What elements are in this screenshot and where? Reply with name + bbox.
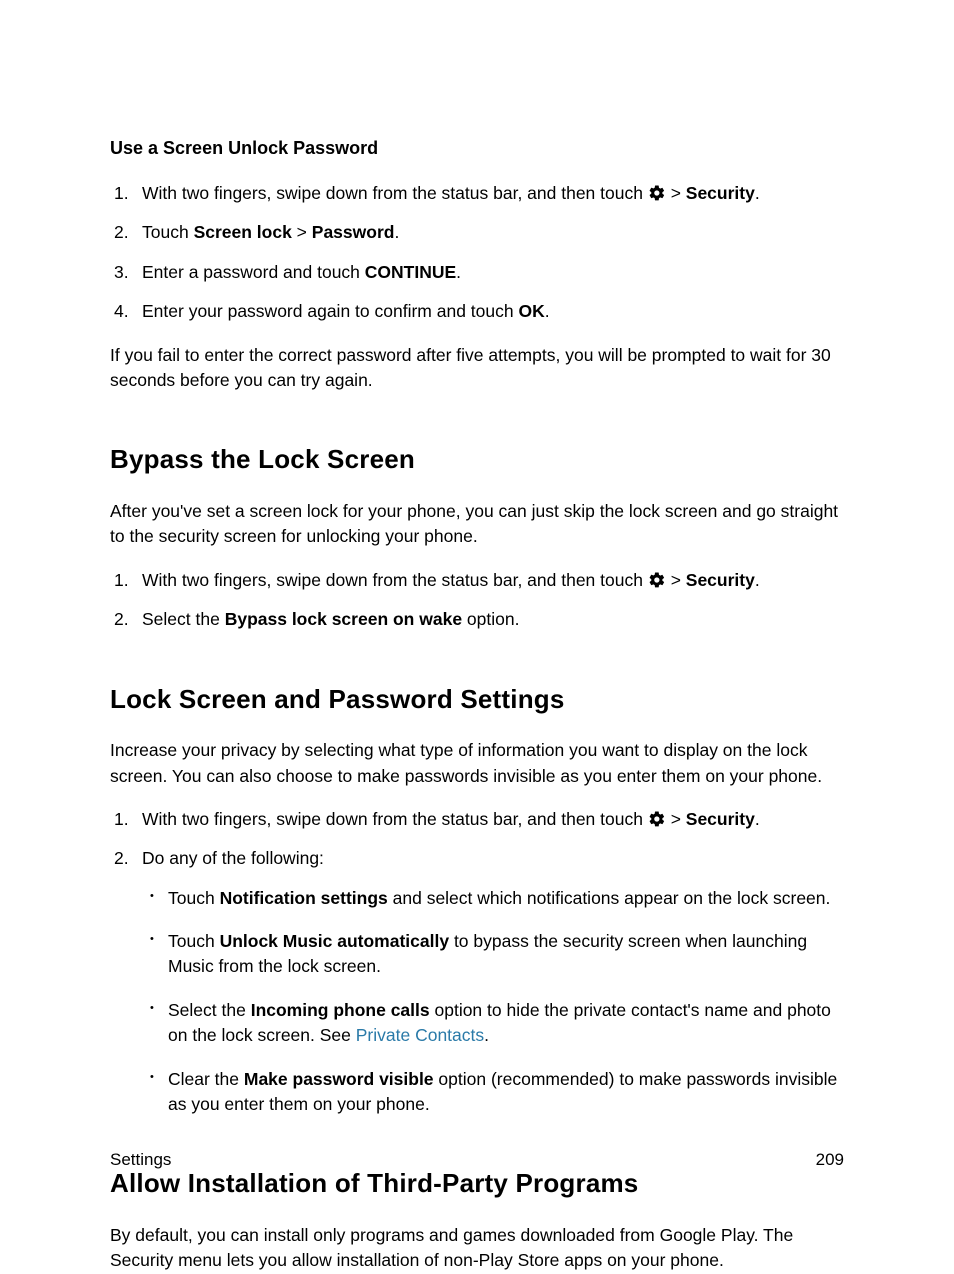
settings-gear-icon [648, 810, 666, 828]
footer-section-name: Settings [110, 1148, 171, 1173]
text-bold: Notification settings [220, 888, 388, 908]
text: Enter a password and touch [142, 262, 365, 282]
text: > [666, 809, 686, 829]
link-private-contacts[interactable]: Private Contacts [356, 1025, 484, 1045]
text: Touch [142, 222, 194, 242]
text: and select which notifications appear on… [388, 888, 831, 908]
steps-lockscreen-settings: With two fingers, swipe down from the st… [110, 807, 844, 1117]
list-item: Enter a password and touch CONTINUE. [110, 260, 844, 285]
list-item: Touch Unlock Music automatically to bypa… [142, 929, 844, 980]
text: Select the [168, 1000, 251, 1020]
settings-gear-icon [648, 571, 666, 589]
paragraph: By default, you can install only program… [110, 1223, 844, 1274]
text-bold: Make password visible [244, 1069, 434, 1089]
list-item: Select the Incoming phone calls option t… [142, 998, 844, 1049]
list-item: Touch Screen lock > Password. [110, 220, 844, 245]
text-bold: Bypass lock screen on wake [225, 609, 462, 629]
settings-gear-icon [648, 184, 666, 202]
text-bold: OK [518, 301, 544, 321]
paragraph: Increase your privacy by selecting what … [110, 738, 844, 789]
text: > [666, 183, 686, 203]
footer-page-number: 209 [816, 1148, 844, 1173]
list-item: Do any of the following: Touch Notificat… [110, 846, 844, 1117]
text: With two fingers, swipe down from the st… [142, 183, 648, 203]
list-item: With two fingers, swipe down from the st… [110, 568, 844, 593]
text: > [292, 222, 312, 242]
text: . [394, 222, 399, 242]
list-item: Touch Notification settings and select w… [142, 886, 844, 911]
paragraph: If you fail to enter the correct passwor… [110, 343, 844, 394]
text: . [755, 183, 760, 203]
heading-lockscreen-settings: Lock Screen and Password Settings [110, 681, 844, 719]
text-bold: Security [686, 183, 755, 203]
text-bold: Password [312, 222, 395, 242]
text: . [545, 301, 550, 321]
sublist: Touch Notification settings and select w… [142, 886, 844, 1118]
subheading-unlock-password: Use a Screen Unlock Password [110, 135, 844, 161]
list-item: Enter your password again to confirm and… [110, 299, 844, 324]
text-bold: Screen lock [194, 222, 292, 242]
text-bold: Security [686, 570, 755, 590]
text-bold: Security [686, 809, 755, 829]
text: Clear the [168, 1069, 244, 1089]
text: Select the [142, 609, 225, 629]
page-footer: Settings 209 [110, 1148, 844, 1173]
text: . [755, 570, 760, 590]
text: Touch [168, 931, 220, 951]
text-bold: Incoming phone calls [251, 1000, 430, 1020]
heading-bypass-lock-screen: Bypass the Lock Screen [110, 441, 844, 479]
paragraph: After you've set a screen lock for your … [110, 499, 844, 550]
text: Touch [168, 888, 220, 908]
list-item: With two fingers, swipe down from the st… [110, 181, 844, 206]
text: . [484, 1025, 489, 1045]
list-item: Clear the Make password visible option (… [142, 1067, 844, 1118]
text: Do any of the following: [142, 848, 324, 868]
steps-unlock-password: With two fingers, swipe down from the st… [110, 181, 844, 325]
text: > [666, 570, 686, 590]
text: option. [462, 609, 519, 629]
steps-bypass: With two fingers, swipe down from the st… [110, 568, 844, 633]
text: . [456, 262, 461, 282]
text: With two fingers, swipe down from the st… [142, 570, 648, 590]
text-bold: CONTINUE [365, 262, 456, 282]
text: With two fingers, swipe down from the st… [142, 809, 648, 829]
text: Enter your password again to confirm and… [142, 301, 518, 321]
text-bold: Unlock Music automatically [220, 931, 450, 951]
list-item: Select the Bypass lock screen on wake op… [110, 607, 844, 632]
list-item: With two fingers, swipe down from the st… [110, 807, 844, 832]
text: . [755, 809, 760, 829]
